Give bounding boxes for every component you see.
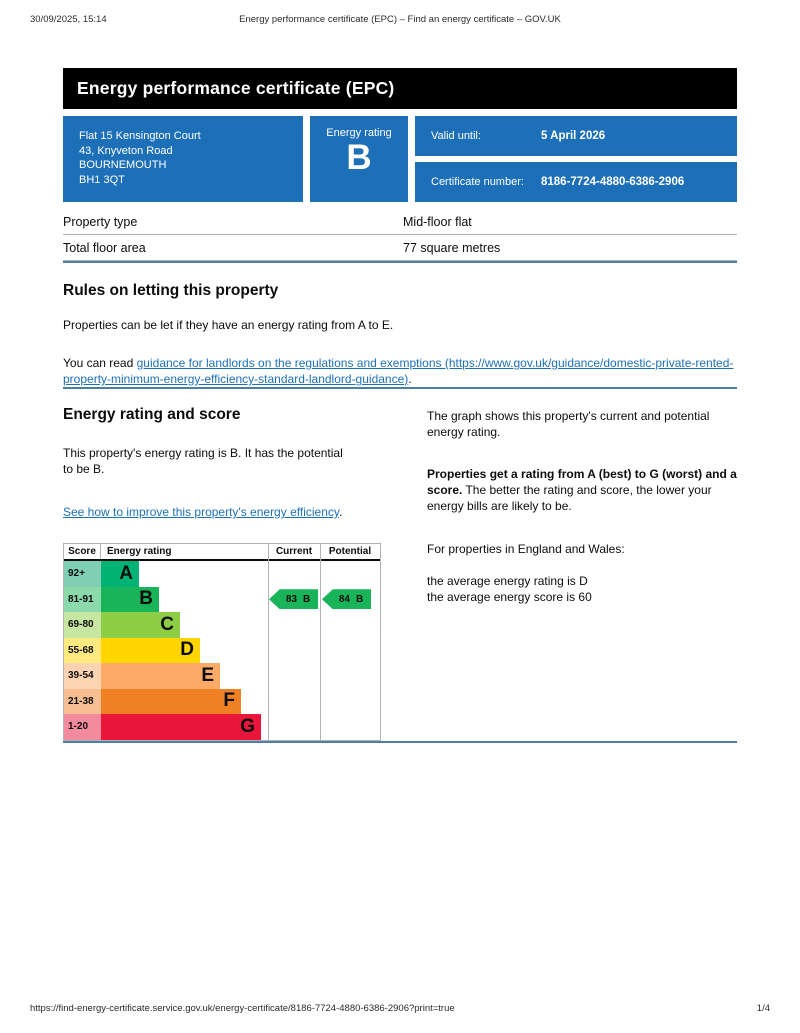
- table-row: Property type Mid-floor flat: [63, 209, 737, 235]
- average-ratings: the average energy rating is D the averag…: [427, 573, 737, 605]
- address-line: Flat 15 Kensington Court: [79, 130, 201, 142]
- letting-guidance-suffix: .: [408, 372, 412, 386]
- certificate-number-label: Certificate number:: [431, 176, 524, 188]
- band-bar-c: C: [101, 612, 180, 638]
- improve-efficiency-link[interactable]: See how to improve this property's energ…: [63, 505, 339, 519]
- energy-rating-column-header: Energy rating: [107, 546, 172, 557]
- energy-rating-box: Energy rating B: [310, 116, 408, 202]
- band-score-range: 69-80: [64, 612, 101, 638]
- potential-column-header: Potential: [328, 546, 372, 557]
- valid-until-value: 5 April 2026: [541, 130, 606, 142]
- address-line: 43, Knyveton Road: [79, 144, 173, 157]
- browser-print-header: 30/09/2025, 15:14 Energy performance cer…: [0, 0, 800, 40]
- epc-band-row: 92+ A: [64, 561, 380, 587]
- epc-band-row: 21-38 F: [64, 688, 380, 714]
- letting-section: Rules on letting this property Propertie…: [63, 282, 737, 387]
- energy-rating-label: Energy rating: [326, 127, 392, 139]
- certificate-number-value: 8186-7724-4880-6386-2906: [541, 176, 685, 188]
- current-band: B: [302, 593, 311, 605]
- rating-explanation-rest: The better the rating and score, the low…: [427, 483, 712, 513]
- band-bar-g: G: [101, 714, 261, 740]
- floor-area-label: Total floor area: [63, 240, 146, 255]
- property-address: Flat 15 Kensington Court 43, Knyveton Ro…: [63, 116, 303, 202]
- graph-description: The graph shows this property's current …: [427, 409, 710, 439]
- certificate-number-row: Certificate number: 8186-7724-4880-6386-…: [415, 162, 737, 202]
- section-divider: [63, 740, 737, 743]
- potential-rating-arrow: 84 B: [322, 589, 371, 610]
- band-score-range: 92+: [64, 561, 101, 587]
- page-title: Energy performance certificate (EPC): [77, 78, 395, 98]
- potential-column-divider: [320, 544, 321, 740]
- table-row: Total floor area 77 square metres: [63, 235, 737, 261]
- certificate-meta: Valid until: 5 April 2026 Certificate nu…: [415, 116, 737, 202]
- letting-guidance-paragraph: You can read guidance for landlords on t…: [63, 355, 737, 387]
- rating-summary-text: This property's energy rating is B. It h…: [63, 446, 343, 476]
- average-score-line: the average energy score is 60: [427, 590, 592, 604]
- address-line: BH1 3QT: [79, 173, 125, 186]
- valid-until-label: Valid until:: [431, 130, 481, 142]
- current-column-header: Current: [275, 546, 313, 557]
- epc-band-row: 55-68 D: [64, 637, 380, 663]
- epc-chart-header: Score Energy rating Current Potential: [64, 544, 380, 561]
- rating-section: Energy rating and score This property's …: [63, 406, 737, 741]
- print-doc-title: Energy performance certificate (EPC) – F…: [239, 14, 561, 25]
- band-bar-d: D: [101, 637, 200, 663]
- print-url: https://find-energy-certificate.service.…: [30, 1003, 455, 1014]
- property-details-table: Property type Mid-floor flat Total floor…: [63, 209, 737, 261]
- section-divider: [63, 261, 737, 263]
- rating-explanation: Properties get a rating from A (best) to…: [427, 466, 737, 514]
- letting-paragraph: Properties can be let if they have an en…: [63, 318, 394, 332]
- address-line: BOURNEMOUTH: [79, 159, 167, 171]
- current-rating-arrow: 83 B: [269, 589, 318, 610]
- epc-band-row: 81-91 B: [64, 586, 380, 612]
- rating-heading: Energy rating and score: [63, 406, 241, 423]
- section-divider: [63, 387, 737, 389]
- property-type-value: Mid-floor flat: [403, 214, 472, 229]
- band-score-range: 39-54: [64, 663, 101, 689]
- letting-guidance-prefix: You can read: [63, 356, 137, 370]
- current-column-divider: [268, 544, 269, 740]
- average-rating-line: the average energy rating is D: [427, 574, 588, 588]
- band-score-range: 1-20: [64, 714, 101, 740]
- print-datetime: 30/09/2025, 15:14: [30, 14, 107, 25]
- certificate-summary: Flat 15 Kensington Court 43, Knyveton Ro…: [63, 116, 737, 202]
- certificate-page: Energy performance certificate (EPC) Fla…: [63, 68, 737, 743]
- improve-paragraph: See how to improve this property's energ…: [63, 504, 343, 520]
- potential-score: 84: [338, 593, 350, 605]
- epc-rating-chart: Score Energy rating Current Potential 83…: [63, 543, 381, 741]
- band-score-range: 55-68: [64, 637, 101, 663]
- landlord-guidance-link[interactable]: guidance for landlords on the regulation…: [63, 356, 734, 386]
- rating-explanation-bold: Properties get a rating from A (best) to…: [427, 467, 737, 497]
- print-page-number: 1/4: [756, 1003, 770, 1014]
- epc-band-row: 39-54 E: [64, 663, 380, 689]
- band-score-range: 21-38: [64, 688, 101, 714]
- epc-title-banner: Energy performance certificate (EPC): [63, 68, 737, 109]
- valid-until-row: Valid until: 5 April 2026: [415, 116, 737, 156]
- property-type-label: Property type: [63, 214, 138, 229]
- letting-heading: Rules on letting this property: [63, 282, 279, 299]
- rating-right-column: The graph shows this property's current …: [427, 406, 737, 741]
- epc-chart-body: 83 B 84 B 92+ A 81-91 B 69-80 C 55-68 D 39-54 E 21-3…: [64, 561, 380, 740]
- current-score: 83: [285, 593, 297, 605]
- band-score-range: 81-91: [64, 586, 101, 612]
- epc-band-row: 69-80 C: [64, 612, 380, 638]
- epc-band-row: 1-20 G: [64, 714, 380, 740]
- potential-band: B: [355, 593, 364, 605]
- energy-rating-value: B: [346, 138, 372, 177]
- rating-left-column: Energy rating and score This property's …: [63, 406, 388, 741]
- band-bar-f: F: [101, 688, 241, 714]
- score-column-header: Score: [64, 544, 101, 559]
- floor-area-value: 77 square metres: [403, 240, 501, 255]
- england-wales-intro: For properties in England and Wales:: [427, 542, 625, 556]
- band-bar-a: A: [101, 561, 139, 587]
- band-bar-b: B: [101, 586, 159, 612]
- improve-suffix: .: [338, 505, 343, 519]
- band-bar-e: E: [101, 663, 220, 689]
